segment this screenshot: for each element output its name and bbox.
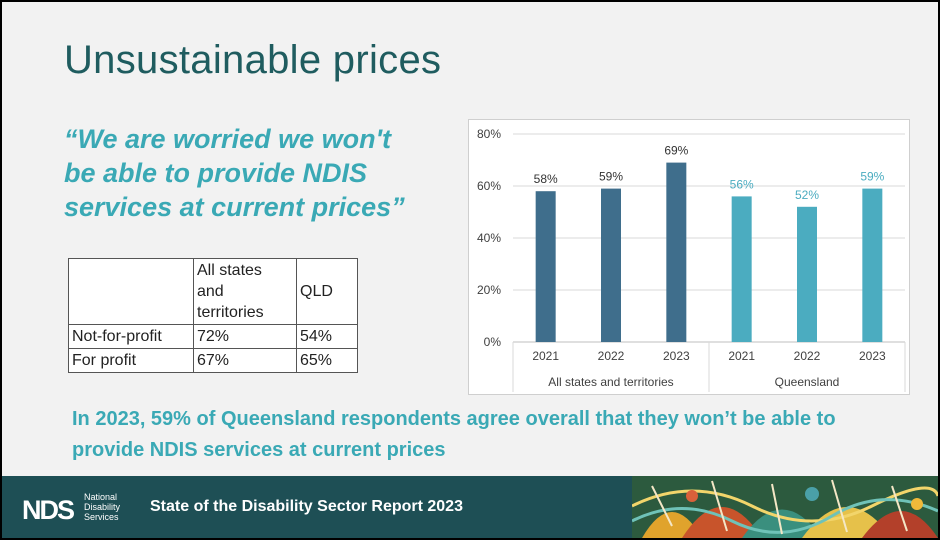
nds-logo: NDS xyxy=(22,495,75,525)
slide-title: Unsustainable prices xyxy=(64,38,442,82)
data-label: 52% xyxy=(795,188,819,202)
x-tick-label: 2023 xyxy=(859,349,886,363)
table-cell: 72% xyxy=(193,324,297,349)
table-cell: 54% xyxy=(296,324,358,349)
y-tick-label: 80% xyxy=(477,127,501,141)
y-tick-label: 0% xyxy=(484,335,502,349)
table-header-all: All states and territories xyxy=(193,258,297,325)
stats-table: All states and territories QLD Not-for-p… xyxy=(68,258,358,373)
bar xyxy=(797,206,817,342)
group-label: Queensland xyxy=(775,375,840,389)
bar xyxy=(535,191,556,342)
data-label: 59% xyxy=(599,170,623,184)
footer: NDS National Disability Services State o… xyxy=(2,476,938,538)
y-tick-label: 20% xyxy=(477,283,501,297)
data-label: 58% xyxy=(534,172,558,186)
bar-chart: 0% 20% 40% 60% 80% 58% 2021 59% 2022 69% 2023 56% 20… xyxy=(468,119,910,395)
table-header-line: territories xyxy=(197,304,264,321)
logo-text: National Disability Services xyxy=(84,492,120,522)
quote-line: services at current prices” xyxy=(64,192,405,222)
summary-line: In 2023, 59% of Queensland respondents a… xyxy=(72,408,836,430)
table-header-line: and xyxy=(197,283,224,300)
bar xyxy=(601,188,621,342)
logo-line: Services xyxy=(84,512,119,522)
bar-chart-svg: 0% 20% 40% 60% 80% 58% 2021 59% 2022 69% 2023 56% 20… xyxy=(477,127,906,392)
x-tick-label: 2022 xyxy=(598,349,625,363)
logo-line: Disability xyxy=(84,502,121,512)
logo-line: National xyxy=(84,492,118,502)
table-header-line: All states xyxy=(197,262,262,279)
table-row: Not-for-profit 72% 54% xyxy=(68,324,358,349)
table-header-qld: QLD xyxy=(296,258,358,325)
quote-line: “We are worried we won't xyxy=(64,124,391,154)
table-header-empty xyxy=(68,258,194,325)
report-title: State of the Disability Sector Report 20… xyxy=(150,498,463,515)
bar xyxy=(862,188,883,342)
data-label: 56% xyxy=(730,177,754,191)
table-cell: 67% xyxy=(193,348,297,373)
table-row-label: Not-for-profit xyxy=(68,324,194,349)
quote: “We are worried we won't be able to prov… xyxy=(64,122,444,224)
table-header-row: All states and territories QLD xyxy=(68,258,358,325)
summary-text: In 2023, 59% of Queensland respondents a… xyxy=(72,404,892,466)
x-tick-label: 2021 xyxy=(728,349,755,363)
table-cell: 65% xyxy=(296,348,358,373)
data-label: 59% xyxy=(860,170,884,184)
group-label: All states and territories xyxy=(548,375,673,389)
x-tick-label: 2023 xyxy=(663,349,690,363)
bar xyxy=(666,162,687,342)
y-tick-label: 40% xyxy=(477,231,501,245)
data-label: 69% xyxy=(664,144,688,158)
x-tick-label: 2021 xyxy=(532,349,559,363)
bar xyxy=(731,196,752,342)
summary-line: provide NDIS services at current prices xyxy=(72,439,446,461)
quote-line: be able to provide NDIS xyxy=(64,158,368,188)
table-row: For profit 67% 65% xyxy=(68,348,358,373)
y-tick-label: 60% xyxy=(477,179,501,193)
table-row-label: For profit xyxy=(68,348,194,373)
x-tick-label: 2022 xyxy=(794,349,821,363)
decorative-artwork xyxy=(632,476,938,538)
